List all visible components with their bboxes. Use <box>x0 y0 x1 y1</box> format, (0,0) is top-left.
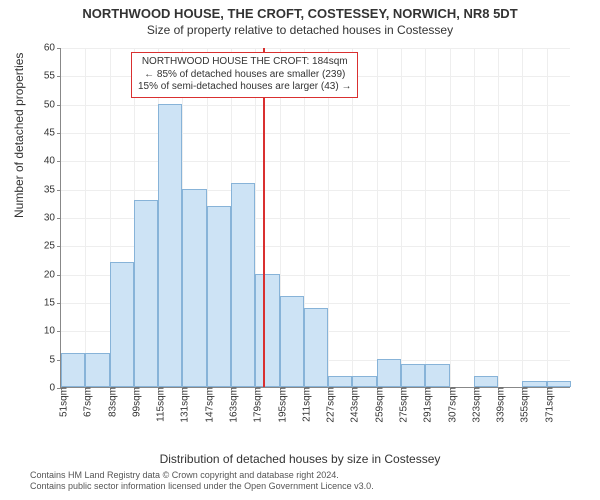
gridline-h <box>61 133 570 134</box>
xtick-label: 115sqm <box>150 387 167 422</box>
histogram-bar <box>207 206 231 387</box>
gridline-h <box>61 161 570 162</box>
gridline-v <box>522 48 523 387</box>
histogram-bar <box>304 308 328 387</box>
xtick-label: 195sqm <box>271 387 288 423</box>
ytick-label: 55 <box>44 71 61 82</box>
xtick-label: 355sqm <box>514 387 531 423</box>
footer-line1: Contains HM Land Registry data © Crown c… <box>30 470 600 481</box>
histogram-bar <box>377 359 401 387</box>
histogram-bar <box>158 104 182 387</box>
gridline-v <box>401 48 402 387</box>
gridline-v <box>425 48 426 387</box>
ytick-label: 45 <box>44 128 61 139</box>
ytick-label: 50 <box>44 99 61 110</box>
gridline-v <box>547 48 548 387</box>
xtick-label: 99sqm <box>125 387 142 417</box>
histogram-bar <box>134 200 158 387</box>
y-axis-label: Number of detached properties <box>12 53 26 218</box>
histogram-bar <box>425 364 449 387</box>
histogram-bar <box>61 353 85 387</box>
callout-line2: ← 85% of detached houses are smaller (23… <box>138 69 351 82</box>
reference-callout: NORTHWOOD HOUSE THE CROFT: 184sqm ← 85% … <box>131 52 358 98</box>
gridline-h <box>61 190 570 191</box>
xtick-label: 131sqm <box>174 387 191 423</box>
gridline-v <box>352 48 353 387</box>
xtick-label: 83sqm <box>101 387 118 417</box>
ytick-label: 35 <box>44 184 61 195</box>
callout-line1: NORTHWOOD HOUSE THE CROFT: 184sqm <box>138 56 351 69</box>
ytick-label: 20 <box>44 269 61 280</box>
histogram-bar <box>110 262 134 387</box>
plot-area: 05101520253035404550556051sqm67sqm83sqm9… <box>60 48 570 388</box>
histogram-bar <box>328 376 352 387</box>
xtick-label: 179sqm <box>247 387 264 423</box>
histogram-bar <box>231 183 255 387</box>
reference-line <box>263 48 265 387</box>
chart-container: NORTHWOOD HOUSE, THE CROFT, COSTESSEY, N… <box>0 0 600 500</box>
xtick-label: 339sqm <box>490 387 507 423</box>
xtick-label: 323sqm <box>465 387 482 423</box>
xtick-label: 163sqm <box>223 387 240 423</box>
ytick-label: 15 <box>44 298 61 309</box>
xtick-label: 227sqm <box>320 387 337 423</box>
ytick-label: 25 <box>44 241 61 252</box>
chart-footer: Contains HM Land Registry data © Crown c… <box>0 470 600 492</box>
ytick-label: 30 <box>44 213 61 224</box>
xtick-label: 275sqm <box>393 387 410 423</box>
ytick-label: 10 <box>44 326 61 337</box>
histogram-bar <box>280 296 304 387</box>
histogram-bar <box>182 189 206 387</box>
chart-title-main: NORTHWOOD HOUSE, THE CROFT, COSTESSEY, N… <box>0 0 600 21</box>
gridline-v <box>377 48 378 387</box>
chart-title-sub: Size of property relative to detached ho… <box>0 21 600 37</box>
gridline-h <box>61 48 570 49</box>
xtick-label: 259sqm <box>368 387 385 423</box>
histogram-bar <box>85 353 109 387</box>
gridline-v <box>474 48 475 387</box>
gridline-v <box>450 48 451 387</box>
xtick-label: 307sqm <box>441 387 458 423</box>
xtick-label: 51sqm <box>53 387 70 417</box>
histogram-bar <box>401 364 425 387</box>
footer-line2: Contains public sector information licen… <box>30 481 600 492</box>
callout-line3: 15% of semi-detached houses are larger (… <box>138 81 351 94</box>
xtick-label: 211sqm <box>295 387 312 422</box>
ytick-label: 40 <box>44 156 61 167</box>
xtick-label: 67sqm <box>77 387 94 417</box>
gridline-v <box>328 48 329 387</box>
histogram-bar <box>474 376 498 387</box>
x-axis-label: Distribution of detached houses by size … <box>0 452 600 466</box>
histogram-bar <box>352 376 376 387</box>
xtick-label: 147sqm <box>198 387 215 423</box>
xtick-label: 291sqm <box>417 387 434 423</box>
gridline-h <box>61 105 570 106</box>
ytick-label: 5 <box>49 354 61 365</box>
gridline-v <box>85 48 86 387</box>
histogram-bar <box>255 274 279 387</box>
gridline-v <box>498 48 499 387</box>
xtick-label: 243sqm <box>344 387 361 423</box>
xtick-label: 371sqm <box>538 387 555 423</box>
ytick-label: 60 <box>44 43 61 54</box>
